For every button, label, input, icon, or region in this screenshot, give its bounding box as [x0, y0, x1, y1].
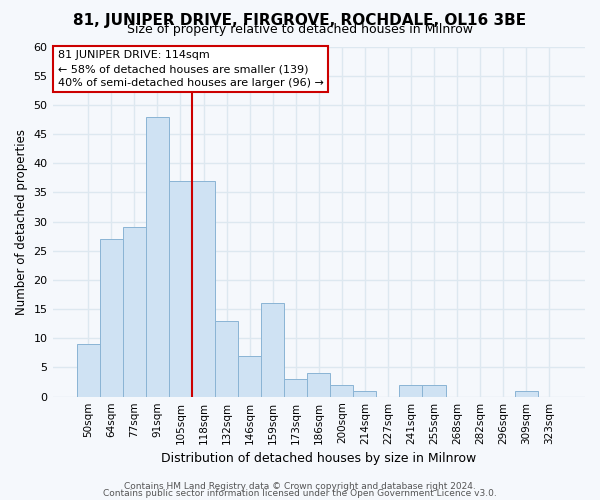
- Bar: [307, 374, 330, 396]
- Bar: [330, 385, 353, 396]
- Text: Contains public sector information licensed under the Open Government Licence v3: Contains public sector information licen…: [103, 489, 497, 498]
- Bar: [100, 239, 123, 396]
- Bar: [261, 304, 284, 396]
- Bar: [515, 391, 538, 396]
- Bar: [400, 385, 422, 396]
- Bar: [284, 379, 307, 396]
- Bar: [238, 356, 261, 397]
- Y-axis label: Number of detached properties: Number of detached properties: [15, 128, 28, 314]
- Bar: [215, 321, 238, 396]
- Bar: [192, 180, 215, 396]
- Bar: [123, 228, 146, 396]
- Bar: [146, 116, 169, 396]
- Bar: [77, 344, 100, 397]
- Text: 81, JUNIPER DRIVE, FIRGROVE, ROCHDALE, OL16 3BE: 81, JUNIPER DRIVE, FIRGROVE, ROCHDALE, O…: [73, 12, 527, 28]
- Text: Contains HM Land Registry data © Crown copyright and database right 2024.: Contains HM Land Registry data © Crown c…: [124, 482, 476, 491]
- Bar: [422, 385, 446, 396]
- Bar: [353, 391, 376, 396]
- Text: Size of property relative to detached houses in Milnrow: Size of property relative to detached ho…: [127, 22, 473, 36]
- Bar: [169, 180, 192, 396]
- X-axis label: Distribution of detached houses by size in Milnrow: Distribution of detached houses by size …: [161, 452, 476, 465]
- Text: 81 JUNIPER DRIVE: 114sqm
← 58% of detached houses are smaller (139)
40% of semi-: 81 JUNIPER DRIVE: 114sqm ← 58% of detach…: [58, 50, 324, 88]
